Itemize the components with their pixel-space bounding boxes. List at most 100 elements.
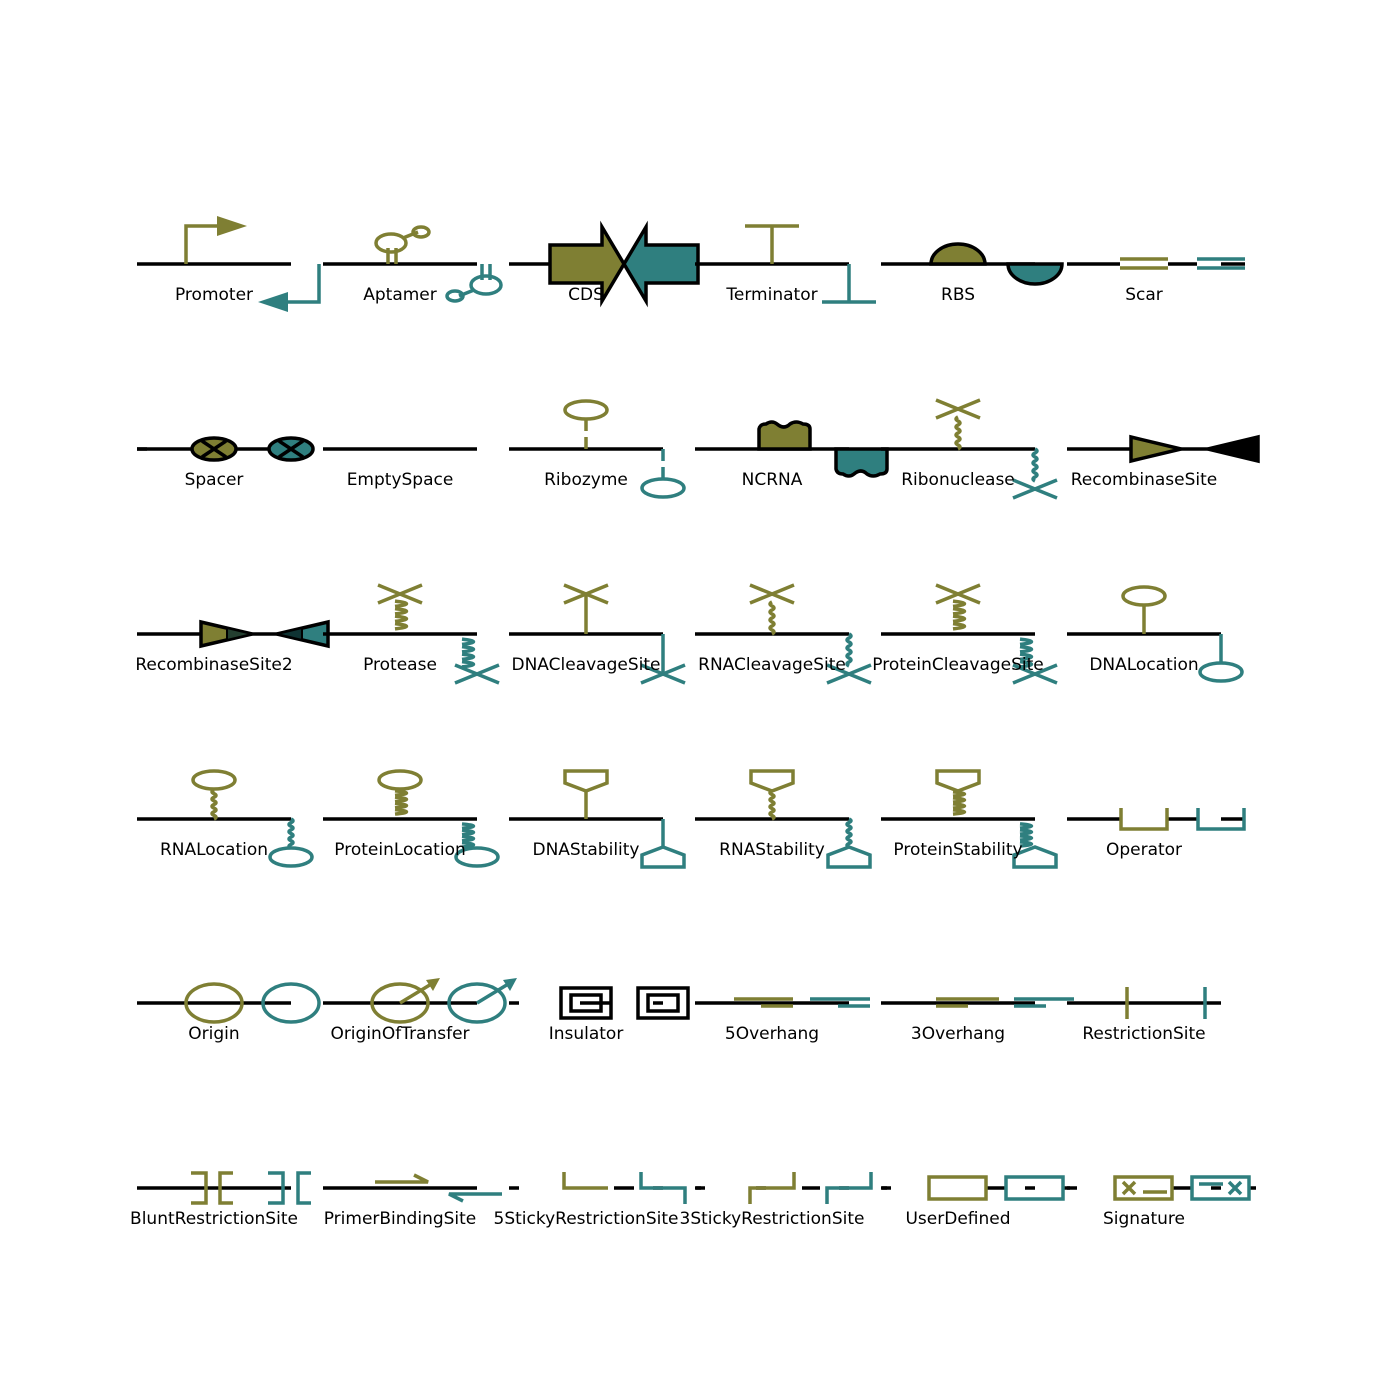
spacer-symbol [190,436,315,462]
5sticky-restriction-site-symbol [562,1172,687,1204]
glyph-label: OriginOfTransfer [330,1024,469,1044]
ribozyme-symbol [563,399,686,499]
glyph-terminator: Terminator [695,224,876,305]
glyph-label: RecombinaseSite2 [135,655,292,675]
glyph-protein-stability: ProteinStability [881,769,1058,869]
glyph-dna-location: DNALocation [1067,585,1244,683]
glyph-rbs: RBS [881,242,1064,305]
glyph-5overhang: 5Overhang [695,997,870,1044]
ncrna-symbol [757,420,889,478]
glyph-blunt-restriction-site: BluntRestrictionSite [130,1171,311,1229]
origin-symbol [184,982,321,1024]
glyph-label: RNALocation [160,840,268,860]
scar-symbol [1120,257,1245,270]
glyph-label: PrimerBindingSite [324,1209,477,1229]
glyph-recombinase-site2: RecombinaseSite2 [135,619,330,675]
5overhang-symbol [734,997,870,1008]
glyph-label: Protease [363,655,437,675]
glyph-label: ProteinCleavageSite [872,655,1043,675]
glyph-label: Origin [188,1024,239,1044]
glyph-ribozyme: Ribozyme [509,399,686,499]
glyph-scar: Scar [1067,257,1245,305]
glyph-label: RNACleavageSite [698,655,846,675]
promoter-symbol [184,216,321,312]
rna-cleavage-site-symbol [749,583,872,685]
cds-symbol [548,220,700,308]
glyph-3sticky-restriction-site: 3StickyRestrictionSite [680,1172,887,1229]
recombinase-site2-symbol [199,619,330,649]
glyph-label: RBS [941,285,975,305]
blunt-restriction-site-symbol [191,1171,311,1205]
glyph-label: 3StickyRestrictionSite [680,1209,865,1229]
dna-stability-symbol [563,769,686,869]
glyph-signature: Signature [1067,1175,1256,1229]
glyph-recombinase-site: RecombinaseSite [1067,434,1260,490]
glyph-rna-cleavage-site: RNACleavageSite [695,583,872,685]
glyph-cds: CDS [509,220,700,308]
glyph-protease: Protease [323,583,500,685]
glyph-dna-stability: DNAStability [509,769,686,869]
dna-cleavage-site-symbol [563,583,686,685]
ribonuclease-symbol [935,398,1058,500]
glyph-promoter: Promoter [137,216,321,312]
terminator-symbol [745,224,876,304]
rna-stability-symbol [749,769,872,869]
glyph-label: RecombinaseSite [1071,470,1217,490]
3overhang-symbol [936,997,1074,1008]
origin-of-transfer-symbol [370,978,517,1024]
glyph-label: Scar [1125,285,1163,305]
signature-symbol [1113,1175,1251,1201]
glyph-label: EmptySpace [347,470,454,490]
glyph-protein-location: ProteinLocation [323,769,500,868]
glyph-insulator: Insulator [509,986,690,1044]
glyph-label: BluntRestrictionSite [130,1209,298,1229]
glyph-empty-space: EmptySpace [323,447,477,490]
glyph-label: RNAStability [719,840,825,860]
primer-binding-site-symbol [375,1173,502,1203]
glyph-label: ProteinLocation [334,840,466,860]
glyph-spacer: Spacer [137,436,315,490]
restriction-site-symbol [1125,987,1207,1019]
glyph-label: ProteinStability [893,840,1022,860]
recombinase-site-symbol [1129,434,1260,464]
glyph-label: RestrictionSite [1082,1024,1205,1044]
glyph-label: Insulator [549,1024,624,1044]
glyph-label: Ribozyme [544,470,628,490]
glyph-protein-cleavage-site: ProteinCleavageSite [872,583,1058,685]
glyph-aptamer: Aptamer [323,225,503,305]
glyph-label: Spacer [185,470,244,490]
glyph-label: NCRNA [742,470,803,490]
glyph-label: Terminator [725,285,817,305]
glyph-3overhang: 3Overhang [881,997,1074,1044]
operator-symbol [1119,808,1246,831]
glyph-label: Aptamer [363,285,437,305]
glyph-label: DNAStability [533,840,640,860]
glyph-label: CDS [568,285,604,305]
glyph-ribonuclease: Ribonuclease [881,398,1058,500]
glyph-label: UserDefined [905,1209,1010,1229]
glyph-label: DNALocation [1089,655,1198,675]
protein-location-symbol [377,769,500,868]
aptamer-symbol [374,225,503,303]
glyph-label: 3Overhang [911,1024,1005,1044]
glyph-primer-binding-site: PrimerBindingSite [323,1173,502,1229]
rna-location-symbol [191,769,314,868]
glyph-rna-stability: RNAStability [695,769,872,869]
3sticky-restriction-site-symbol [748,1172,873,1204]
user-defined-symbol [927,1175,1065,1201]
glyph-label: 5StickyRestrictionSite [494,1209,679,1229]
dna-location-symbol [1121,585,1244,683]
glyph-label: Ribonuclease [901,470,1015,490]
rbs-symbol [929,242,1064,286]
protein-cleavage-site-symbol [935,583,1058,685]
glyph-label: Operator [1106,840,1182,860]
protease-symbol [377,583,500,685]
glyph-label: 5Overhang [725,1024,819,1044]
glyph-label: Signature [1103,1209,1185,1229]
glyph-user-defined: UserDefined [881,1175,1070,1229]
glyph-label: DNACleavageSite [512,655,661,675]
glyph-label: Promoter [175,285,253,305]
glyph-operator: Operator [1067,808,1246,860]
glyph-restriction-site: RestrictionSite [1067,987,1221,1044]
